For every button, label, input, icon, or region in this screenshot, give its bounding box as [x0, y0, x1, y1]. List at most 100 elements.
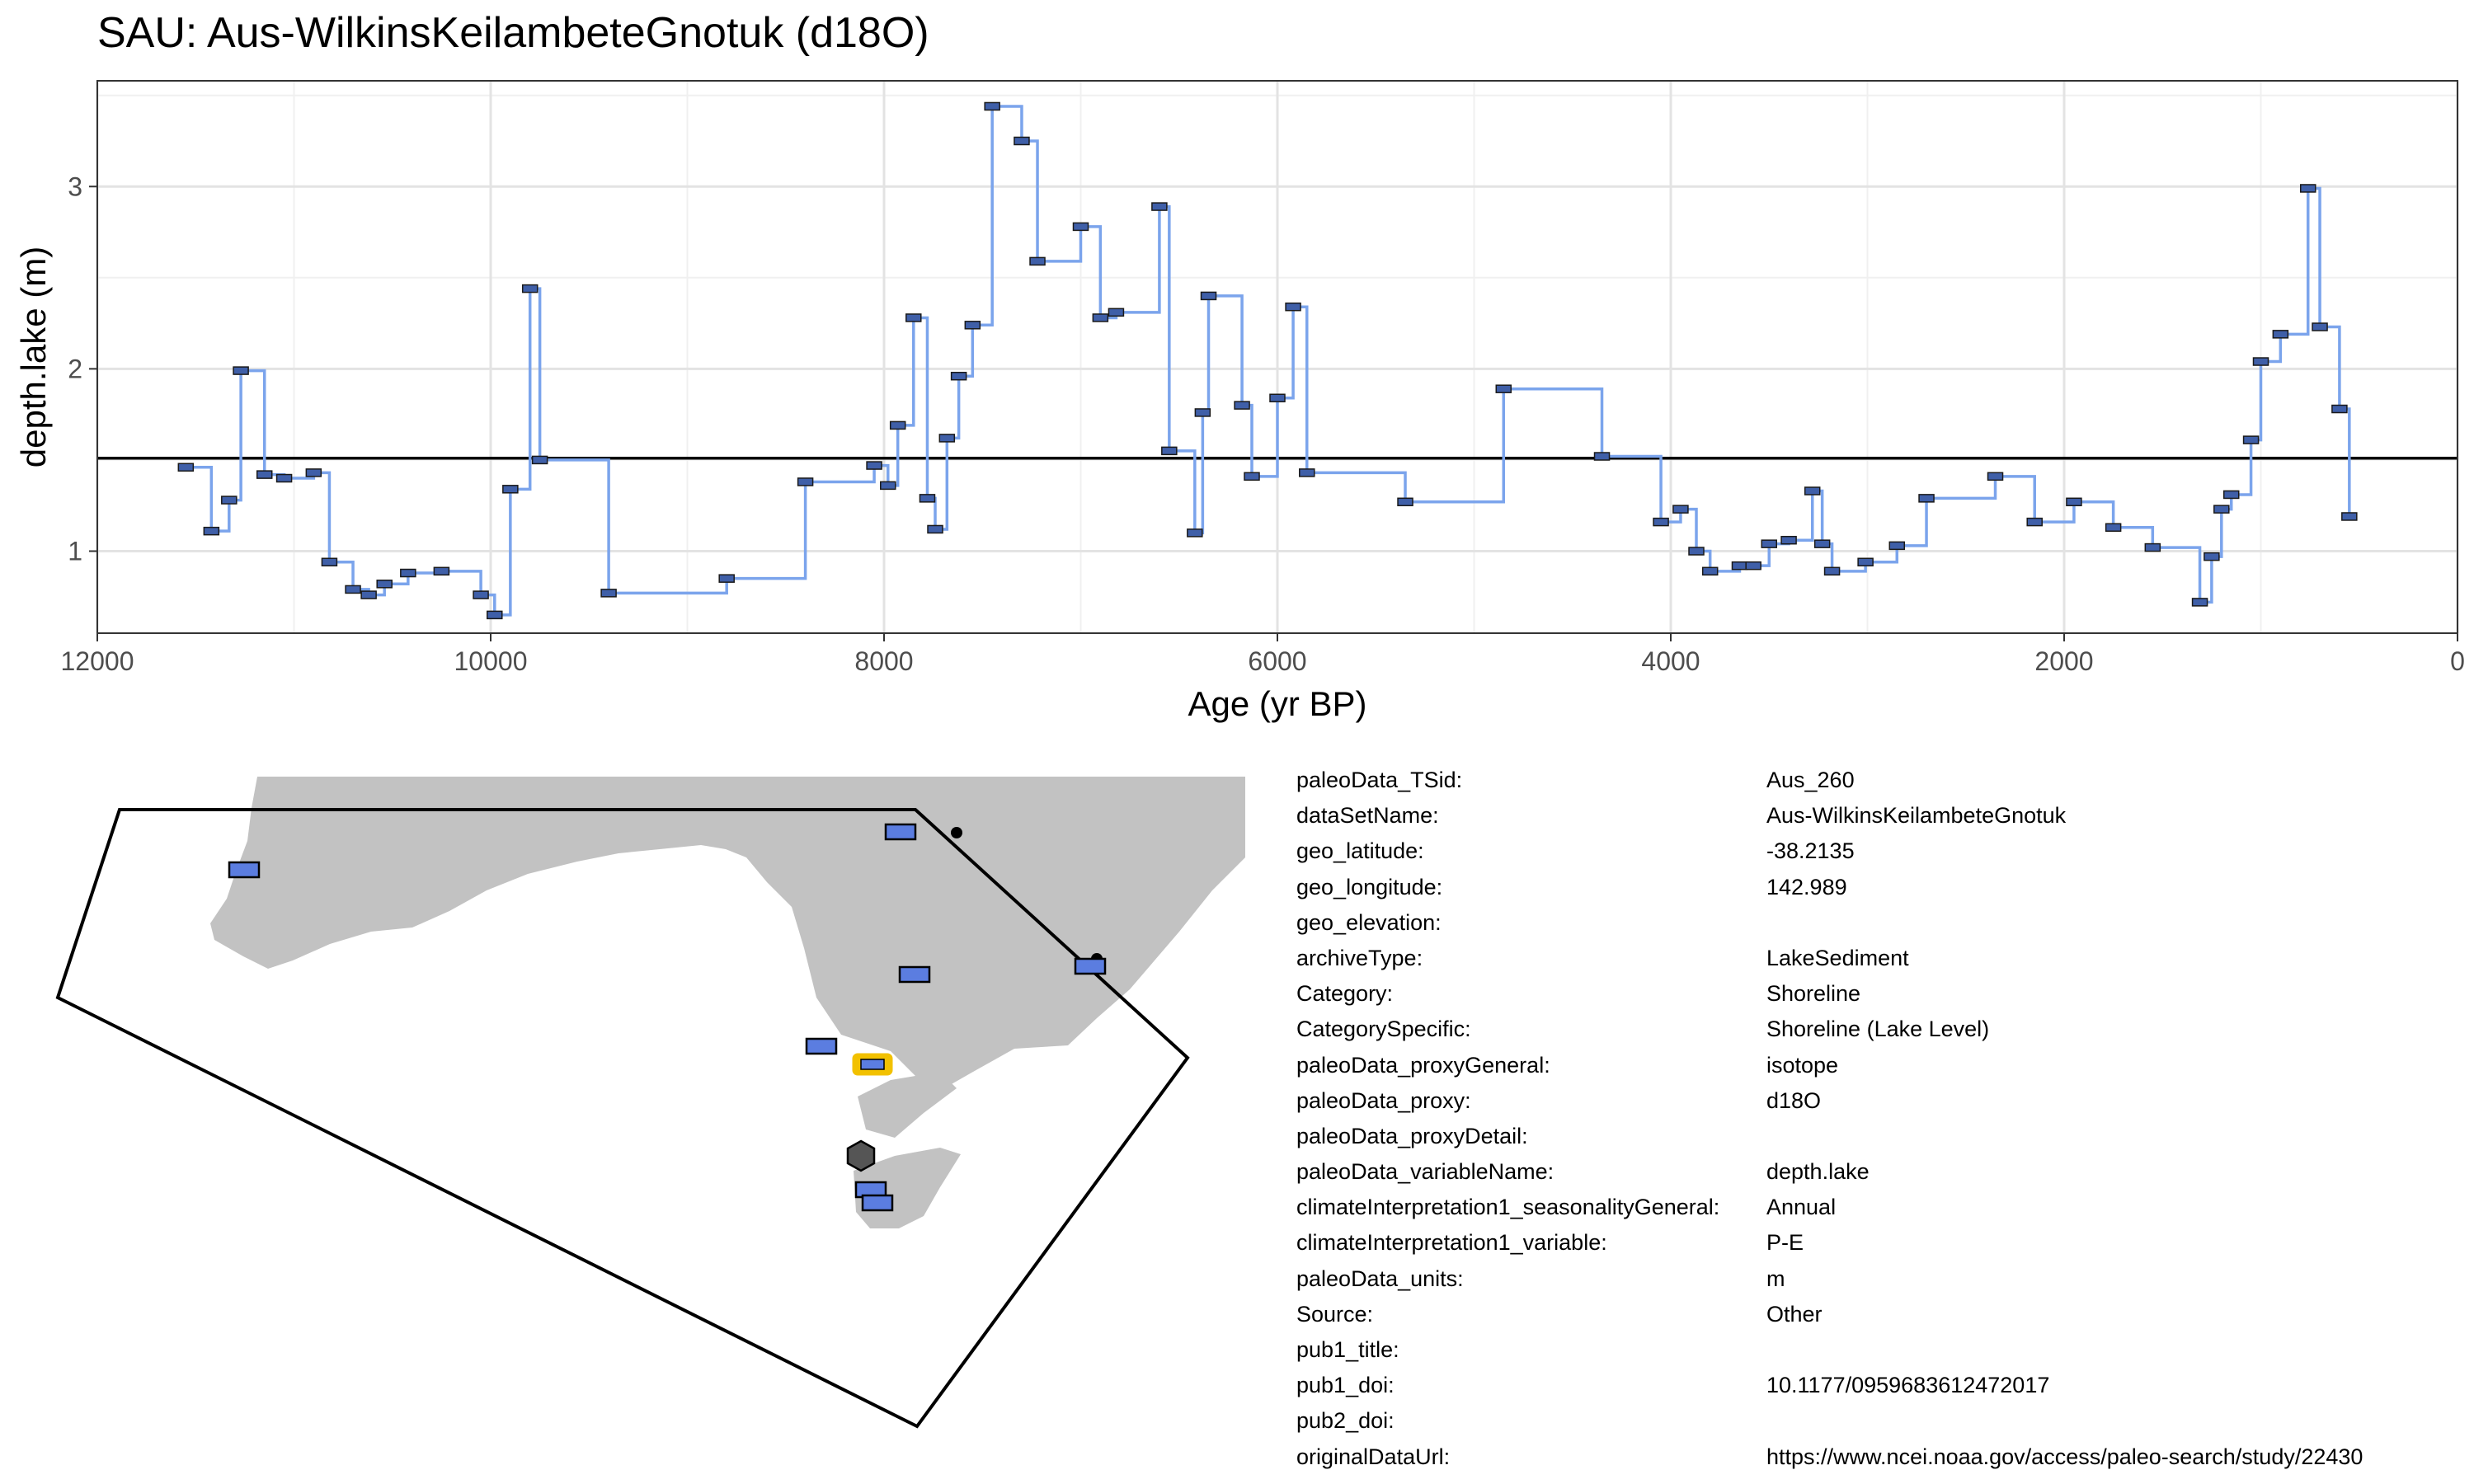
data-point: [433, 566, 450, 576]
metadata-key: geo_longitude:: [1296, 874, 1443, 899]
site-markers: [228, 823, 1107, 1212]
metadata-key: dataSetName:: [1296, 803, 1439, 829]
data-point: [2191, 598, 2208, 607]
data-point: [866, 461, 882, 470]
data-point: [203, 526, 220, 536]
data-point: [305, 468, 322, 477]
metadata-row: climateInterpretation1_seasonalityGenera…: [1296, 1190, 2467, 1225]
metadata-row: paleoData_variableName: depth.lake: [1296, 1154, 2467, 1190]
metadata-value: Shoreline: [1766, 981, 1861, 1007]
data-point: [1701, 566, 1719, 576]
data-point: [1672, 505, 1689, 514]
x-tick-label: 8000: [854, 646, 913, 676]
metadata-key: paleoData_TSid:: [1296, 768, 1463, 792]
metadata-row: paleoData_proxyDetail:: [1296, 1119, 2467, 1154]
y-tick-label: 3: [68, 171, 82, 201]
data-point: [1014, 136, 1030, 146]
data-point: [2299, 184, 2316, 193]
x-tick-label: 2000: [2034, 646, 2093, 676]
metadata-key: archiveType:: [1296, 945, 1423, 970]
data-point: [2144, 542, 2161, 552]
map-point: [951, 827, 962, 838]
data-point: [531, 455, 548, 465]
data-point: [400, 568, 416, 578]
data-point: [919, 494, 936, 503]
data-point: [1397, 497, 1413, 507]
data-point: [177, 463, 195, 472]
metadata-row: paleoData_units: m: [1296, 1261, 2467, 1297]
data-point: [600, 589, 617, 598]
data-point: [2252, 357, 2269, 366]
site-marker: [805, 1037, 838, 1055]
site-marker: [884, 823, 917, 841]
data-point: [938, 434, 956, 443]
data-point: [487, 610, 503, 620]
metadata-key: pub1_title:: [1296, 1337, 1399, 1362]
metadata-value: Other: [1766, 1301, 1823, 1327]
metadata-row: paleoData_proxy: d18O: [1296, 1083, 2467, 1119]
metadata-value: 142.989: [1766, 874, 1847, 899]
site-marker: [1074, 957, 1107, 975]
data-point: [1745, 561, 1761, 571]
metadata-key: originalDataUrl:: [1296, 1444, 1451, 1469]
data-point: [950, 371, 967, 381]
metadata-row: geo_elevation:: [1296, 905, 2467, 941]
x-tick-label: 6000: [1248, 646, 1306, 676]
metadata-row: geo_latitude: -38.2135: [1296, 834, 2467, 869]
data-point: [905, 313, 922, 322]
x-tick-label: 10000: [454, 646, 528, 676]
data-point: [964, 321, 981, 330]
metadata-value: d18O: [1766, 1087, 1822, 1113]
data-point: [1918, 494, 1935, 503]
data-point: [2204, 552, 2220, 561]
grid-major-lines: [96, 81, 2459, 633]
data-markers: [177, 101, 2358, 620]
data-point: [345, 585, 361, 594]
data-point: [1187, 528, 1203, 538]
data-point: [1888, 541, 1906, 551]
selected-site-inner: [860, 1059, 885, 1070]
metadata-value: isotope: [1766, 1052, 1839, 1078]
y-tick-label: 2: [68, 354, 82, 383]
metadata-value: Aus_260: [1766, 768, 1855, 792]
x-axis-ticks: 12000 10000 8000 6000 4000 2000 0: [61, 633, 2465, 676]
data-point: [797, 477, 814, 486]
data-point: [1813, 539, 1831, 548]
data-point: [1804, 486, 1821, 495]
data-point: [376, 580, 393, 589]
metadata-row: geo_longitude: 142.989: [1296, 870, 2467, 905]
data-point: [1072, 222, 1089, 232]
metadata-value: LakeSediment: [1766, 945, 1909, 970]
site-marker: [898, 965, 931, 984]
data-point: [1780, 535, 1797, 545]
data-point: [502, 485, 519, 494]
timeseries-chart: 12000 10000 8000 6000 4000 2000 0 1 2 3 Age (yr …: [14, 80, 2465, 723]
data-point: [1269, 393, 1286, 403]
metadata-key: paleoData_proxyDetail:: [1296, 1123, 1528, 1148]
data-point: [1761, 539, 1777, 548]
data-point: [1688, 547, 1705, 556]
data-point: [1299, 468, 1315, 477]
x-tick-label: 0: [2450, 646, 2465, 676]
metadata-value: Shoreline (Lake Level): [1766, 1017, 1990, 1042]
data-point: [1234, 401, 1250, 410]
metadata-value: m: [1766, 1266, 1785, 1291]
data-point: [1857, 557, 1874, 567]
data-point: [2331, 404, 2348, 414]
metadata-row: dataSetName: Aus-WilkinsKeilambeteGnotuk: [1296, 798, 2467, 834]
metadata-key: Category:: [1296, 981, 1394, 1007]
data-point: [275, 473, 293, 483]
metadata-row: archiveType: LakeSediment: [1296, 941, 2467, 976]
data-point: [473, 590, 489, 599]
metadata-row: Source: Other: [1296, 1297, 2467, 1332]
data-point: [880, 481, 896, 491]
data-point: [1653, 517, 1669, 527]
data-point: [984, 101, 1000, 111]
data-point: [233, 366, 249, 375]
data-point: [2213, 505, 2230, 514]
site-marker: [861, 1194, 894, 1212]
data-point: [1987, 472, 2004, 481]
y-tick-label: 1: [68, 536, 82, 566]
x-tick-label: 12000: [61, 646, 134, 676]
data-point: [2026, 517, 2043, 527]
